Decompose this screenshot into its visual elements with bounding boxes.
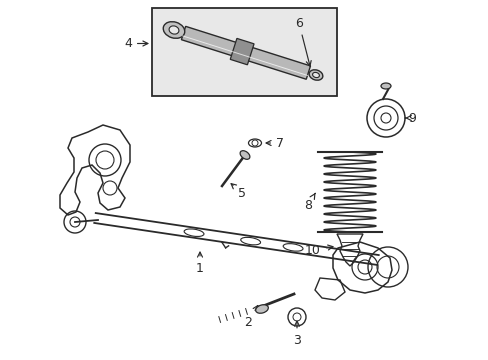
Text: 1: 1 (196, 252, 203, 274)
Text: 5: 5 (231, 184, 245, 199)
Ellipse shape (184, 229, 203, 237)
Ellipse shape (163, 22, 184, 38)
Text: 4: 4 (124, 37, 147, 50)
Ellipse shape (240, 237, 260, 245)
Text: 2: 2 (244, 306, 257, 328)
Text: 10: 10 (305, 243, 332, 257)
Ellipse shape (255, 305, 268, 313)
Text: 6: 6 (294, 17, 310, 66)
Ellipse shape (308, 70, 322, 80)
Polygon shape (181, 26, 310, 79)
Text: 7: 7 (265, 136, 284, 149)
Ellipse shape (240, 151, 249, 159)
Ellipse shape (312, 72, 319, 78)
Ellipse shape (169, 26, 179, 34)
Ellipse shape (283, 244, 303, 251)
Bar (152, 8, 336, 96)
Text: 3: 3 (292, 321, 300, 346)
Text: 9: 9 (405, 112, 415, 125)
Polygon shape (230, 39, 254, 65)
Text: 8: 8 (304, 193, 315, 212)
Ellipse shape (380, 83, 390, 89)
